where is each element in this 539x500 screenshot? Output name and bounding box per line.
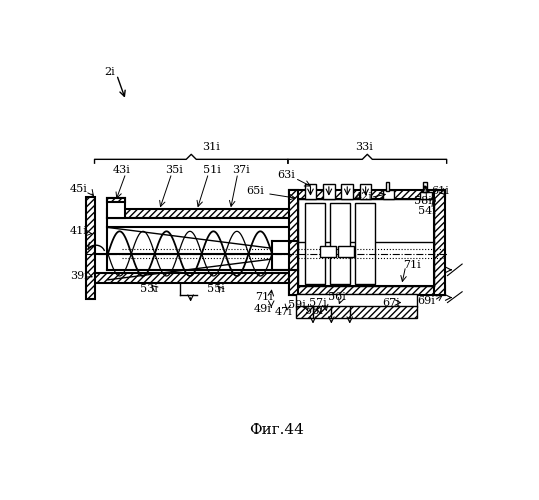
Bar <box>323 184 335 198</box>
Bar <box>289 190 298 295</box>
Text: 33i: 33i <box>355 142 373 152</box>
Text: 71i: 71i <box>403 260 421 270</box>
Text: 56i: 56i <box>328 292 345 302</box>
Bar <box>338 246 354 257</box>
Bar <box>107 218 291 228</box>
Bar <box>107 198 125 202</box>
Text: 58i: 58i <box>414 196 432 205</box>
Bar <box>420 192 432 198</box>
Text: 67i: 67i <box>382 298 400 308</box>
Bar <box>330 203 350 284</box>
Text: 45i: 45i <box>70 184 88 194</box>
Bar <box>434 190 445 295</box>
Bar <box>341 184 353 198</box>
Text: 54i: 54i <box>418 206 436 216</box>
Text: 2i: 2i <box>104 66 114 76</box>
Text: Фиг.44: Фиг.44 <box>249 424 303 438</box>
Text: 41i: 41i <box>70 226 88 236</box>
Bar <box>355 203 375 284</box>
Text: 65i: 65i <box>246 186 264 196</box>
Text: 69i: 69i <box>418 296 436 306</box>
Text: 55i: 55i <box>207 284 225 294</box>
Bar <box>107 210 291 218</box>
Text: 63i: 63i <box>278 170 295 180</box>
Bar <box>383 190 395 198</box>
Text: 49i: 49i <box>254 304 272 314</box>
Text: 47i: 47i <box>275 307 293 317</box>
Bar <box>386 182 389 191</box>
Bar <box>305 184 316 198</box>
Text: 51i: 51i <box>203 164 220 174</box>
Text: 57i: 57i <box>309 298 327 308</box>
Text: 71i: 71i <box>255 292 273 302</box>
Bar <box>320 246 336 257</box>
Bar <box>305 203 324 284</box>
Bar <box>107 198 125 218</box>
Text: 37i: 37i <box>232 164 250 174</box>
Bar <box>289 286 445 295</box>
Text: 35i: 35i <box>165 164 183 174</box>
Text: 53i: 53i <box>140 284 158 294</box>
Bar <box>296 306 417 318</box>
Text: 59i: 59i <box>288 300 306 310</box>
Bar <box>93 272 289 283</box>
Bar <box>86 196 95 298</box>
Bar <box>289 190 445 198</box>
Text: 58i: 58i <box>305 306 323 316</box>
Bar <box>360 184 371 198</box>
Text: 39i: 39i <box>70 272 88 281</box>
Text: 43i: 43i <box>113 164 130 174</box>
Text: 42i: 42i <box>355 192 373 202</box>
Bar <box>296 294 417 307</box>
Text: 31i: 31i <box>203 142 220 152</box>
Text: 61i: 61i <box>431 186 450 196</box>
Bar <box>423 182 427 192</box>
